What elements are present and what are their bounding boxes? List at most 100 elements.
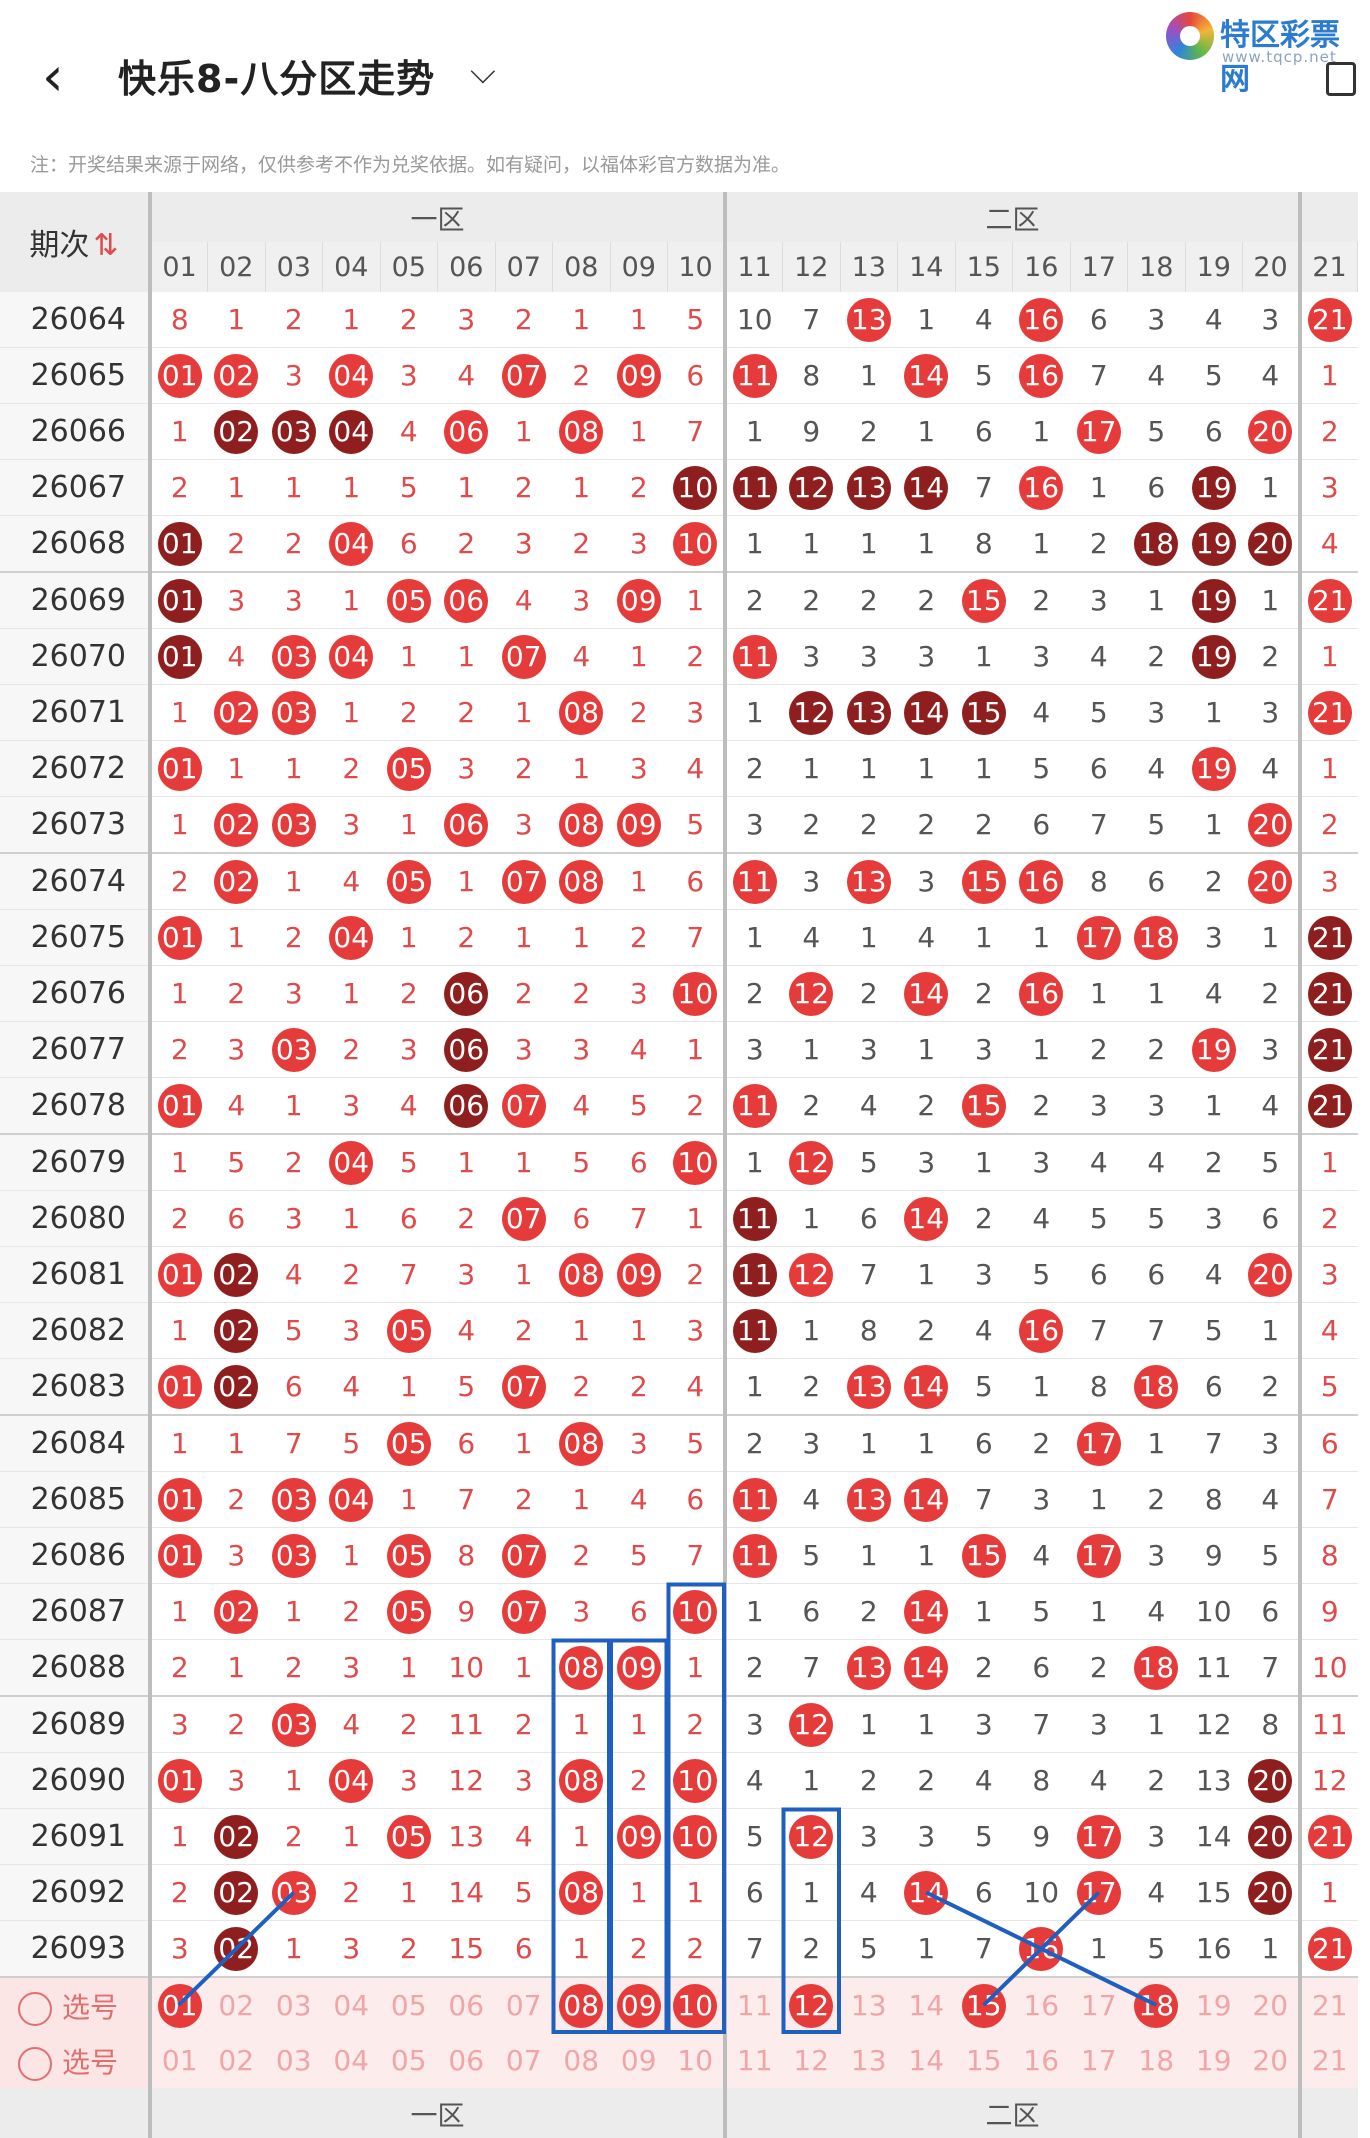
select-number[interactable]: 07 — [505, 2044, 542, 2077]
select-cell[interactable]: 06 — [437, 1977, 495, 2033]
miss-count: 1 — [514, 921, 533, 954]
select-cell[interactable]: 09 — [610, 2033, 668, 2088]
select-cell[interactable]: 10 — [667, 1977, 727, 2033]
select-number[interactable]: 06 — [448, 2044, 485, 2077]
select-cell[interactable]: 17 — [1070, 1977, 1128, 2033]
select-cell[interactable]: 19 — [1185, 1977, 1243, 2033]
select-row-label[interactable]: 选号 — [0, 2033, 152, 2088]
select-cell[interactable]: 16 — [1012, 1977, 1070, 2033]
select-number[interactable]: 14 — [908, 2044, 945, 2077]
share-icon[interactable] — [1326, 62, 1356, 96]
select-cell[interactable]: 08 — [552, 1977, 610, 2033]
select-number[interactable]: 01 — [161, 2044, 198, 2077]
select-number[interactable]: 02 — [218, 1989, 255, 2022]
selected-ball[interactable]: 15 — [961, 1983, 1006, 2028]
select-cell[interactable]: 15 — [955, 2033, 1013, 2088]
trend-cell: 1 — [897, 740, 955, 797]
select-number[interactable]: 21 — [1311, 2044, 1348, 2077]
select-cell[interactable]: 11 — [725, 1977, 783, 2033]
select-cell[interactable]: 18 — [1127, 2033, 1185, 2088]
select-number[interactable]: 10 — [677, 2044, 714, 2077]
select-cell[interactable]: 07 — [495, 1977, 553, 2033]
select-number[interactable]: 16 — [1023, 2044, 1060, 2077]
select-number[interactable]: 05 — [390, 2044, 427, 2077]
select-cell[interactable]: 09 — [610, 1977, 668, 2033]
select-number[interactable]: 03 — [275, 1989, 312, 2022]
select-number[interactable]: 19 — [1195, 2044, 1232, 2077]
select-cell[interactable]: 01 — [150, 2033, 208, 2088]
select-number[interactable]: 21 — [1311, 1989, 1348, 2022]
select-cell[interactable]: 01 — [150, 1977, 208, 2033]
select-number[interactable]: 13 — [850, 2044, 887, 2077]
trend-cell: 15 — [955, 684, 1013, 741]
select-number[interactable]: 18 — [1138, 2044, 1175, 2077]
select-number[interactable]: 19 — [1195, 1989, 1232, 2022]
select-number[interactable]: 06 — [448, 1989, 485, 2022]
select-cell[interactable]: 04 — [322, 1977, 380, 2033]
radio-icon[interactable] — [18, 1991, 52, 2026]
select-number[interactable]: 16 — [1023, 1989, 1060, 2022]
selected-ball[interactable]: 10 — [673, 1983, 718, 2028]
select-cell[interactable]: 14 — [897, 1977, 955, 2033]
select-cell[interactable]: 16 — [1012, 2033, 1070, 2088]
select-cell[interactable]: 18 — [1127, 1977, 1185, 2033]
miss-count: 1 — [284, 865, 303, 898]
select-cell[interactable]: 03 — [265, 2033, 323, 2088]
chevron-down-icon[interactable]: ⌵ — [470, 52, 496, 92]
select-cell[interactable]: 13 — [840, 1977, 898, 2033]
selected-ball[interactable]: 09 — [616, 1983, 661, 2028]
select-cell[interactable]: 19 — [1185, 2033, 1243, 2088]
select-number[interactable]: 05 — [390, 1989, 427, 2022]
select-number[interactable]: 20 — [1252, 1989, 1289, 2022]
select-number[interactable]: 09 — [620, 2044, 657, 2077]
select-cell[interactable]: 08 — [552, 2033, 610, 2088]
select-cell[interactable]: 13 — [840, 2033, 898, 2088]
select-cell[interactable]: 21 — [1300, 1977, 1358, 2033]
select-cell[interactable]: 15 — [955, 1977, 1013, 2033]
page-title[interactable]: 快乐8-八分区走势 — [118, 57, 436, 101]
radio-icon[interactable] — [18, 2046, 52, 2081]
select-number[interactable]: 13 — [850, 1989, 887, 2022]
select-cell[interactable]: 02 — [207, 2033, 265, 2088]
selected-ball[interactable]: 12 — [789, 1983, 834, 2028]
select-cell[interactable]: 20 — [1242, 2033, 1302, 2088]
trend-cell: 6 — [1300, 1415, 1358, 1472]
select-cell[interactable]: 20 — [1242, 1977, 1302, 2033]
select-number[interactable]: 07 — [505, 1989, 542, 2022]
select-number[interactable]: 20 — [1252, 2044, 1289, 2077]
select-cell[interactable]: 17 — [1070, 2033, 1128, 2088]
select-cell[interactable]: 07 — [495, 2033, 553, 2088]
select-number[interactable]: 08 — [563, 2044, 600, 2077]
back-chevron-icon[interactable]: ‹ — [42, 45, 64, 108]
select-cell[interactable]: 02 — [207, 1977, 265, 2033]
selected-ball[interactable]: 08 — [559, 1983, 604, 2028]
select-number[interactable]: 17 — [1080, 1989, 1117, 2022]
select-number[interactable]: 14 — [908, 1989, 945, 2022]
period-header[interactable]: 期次 ⇅ — [0, 192, 152, 292]
select-cell[interactable]: 05 — [380, 2033, 438, 2088]
select-number[interactable]: 04 — [333, 2044, 370, 2077]
select-cell[interactable]: 12 — [782, 1977, 840, 2033]
select-cell[interactable]: 04 — [322, 2033, 380, 2088]
select-number[interactable]: 15 — [965, 2044, 1002, 2077]
select-cell[interactable]: 12 — [782, 2033, 840, 2088]
sort-icon[interactable]: ⇅ — [93, 228, 119, 263]
select-cell[interactable]: 06 — [437, 2033, 495, 2088]
trend-cell: 05 — [380, 572, 438, 629]
select-number[interactable]: 11 — [736, 1989, 773, 2022]
select-number[interactable]: 17 — [1080, 2044, 1117, 2077]
select-number[interactable]: 03 — [275, 2044, 312, 2077]
select-row-label[interactable]: 选号 — [0, 1977, 152, 2033]
select-cell[interactable]: 21 — [1300, 2033, 1358, 2088]
selected-ball[interactable]: 01 — [157, 1983, 202, 2028]
select-cell[interactable]: 05 — [380, 1977, 438, 2033]
select-number[interactable]: 12 — [793, 2044, 830, 2077]
selected-ball[interactable]: 18 — [1134, 1983, 1179, 2028]
select-cell[interactable]: 10 — [667, 2033, 727, 2088]
select-cell[interactable]: 11 — [725, 2033, 783, 2088]
select-number[interactable]: 02 — [218, 2044, 255, 2077]
select-cell[interactable]: 03 — [265, 1977, 323, 2033]
select-cell[interactable]: 14 — [897, 2033, 955, 2088]
select-number[interactable]: 11 — [736, 2044, 773, 2077]
select-number[interactable]: 04 — [333, 1989, 370, 2022]
